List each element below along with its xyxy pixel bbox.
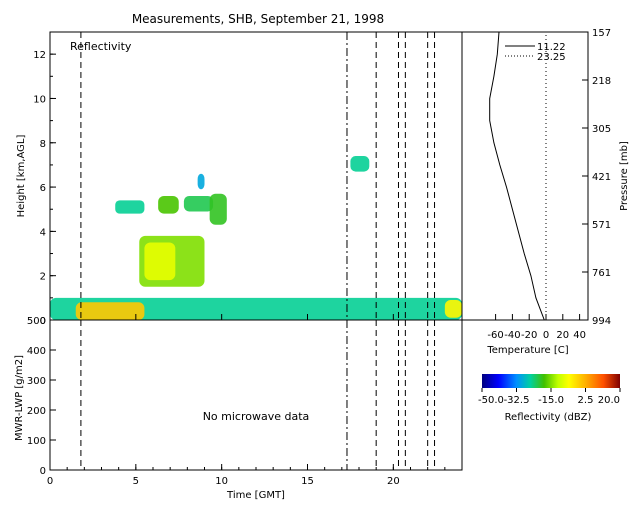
echo-region-9 — [350, 156, 370, 172]
lwp-tick-label-4: 400 — [27, 346, 46, 357]
temperature-tick-label-5: 40 — [573, 330, 586, 341]
lwp-axis: 0 100 200 300 400 500 — [27, 316, 56, 477]
pressure-axis-label: Pressure [mb] — [619, 141, 630, 211]
lwp-axis-label: MWR-LWP [g/m2] — [14, 355, 25, 441]
colorbar-tick-label-2: -15.0 — [538, 395, 564, 406]
time-axis: 0 5 10 15 20 — [47, 314, 463, 487]
legend-label-2: 23.25 — [537, 52, 566, 63]
colorbar-tick-label-3: 2.5 — [578, 395, 594, 406]
height-tick-label-4: 8 — [40, 139, 46, 150]
height-tick-label-5: 10 — [33, 94, 46, 105]
height-tick-label-2: 4 — [40, 227, 46, 238]
temperature-axis-label: Temperature [C] — [486, 345, 568, 356]
colorbar-gradient — [482, 374, 620, 388]
sounding-panel: 11.22 23.25 157 218 305 421 571 761 994 Pressu… — [461, 28, 630, 356]
echo-region-0 — [50, 297, 462, 320]
chart-title: Measurements, SHB, September 21, 1998 — [132, 12, 384, 26]
pressure-tick-label-5: 761 — [592, 268, 611, 279]
pressure-axis: 157 218 305 421 571 761 994 — [582, 28, 611, 327]
temperature-tick-label-3: 0 — [543, 330, 549, 341]
pressure-tick-label-4: 571 — [592, 220, 611, 231]
time-tick-label-2: 10 — [215, 476, 228, 487]
legend-label-1: 11.22 — [537, 42, 566, 53]
temperature-tick-label-4: 20 — [556, 330, 569, 341]
pressure-tick-label-2: 305 — [592, 124, 611, 135]
colorbar-tick-label-4: 20.0 — [598, 395, 620, 406]
reflectivity-echoes — [50, 156, 462, 320]
time-axis-label: Time [GMT] — [226, 490, 285, 501]
echo-region-6 — [183, 195, 214, 212]
temperature-tick-label-1: -40 — [504, 330, 520, 341]
time-tick-label-1: 5 — [133, 476, 139, 487]
time-tick-label-0: 0 — [47, 476, 53, 487]
echo-region-8 — [209, 193, 227, 225]
pressure-tick-label-3: 421 — [592, 172, 611, 183]
colorbar: -50.0 -32.5 -15.0 2.5 20.0 Reflectivity (dBZ… — [478, 374, 621, 423]
height-tick-label-0: 0 — [40, 316, 46, 327]
echo-region-10 — [444, 300, 462, 318]
sounding-legend: 11.22 23.25 — [505, 42, 566, 63]
height-tick-label-6: 12 — [33, 50, 46, 61]
lwp-tick-label-5: 500 — [27, 316, 46, 327]
panel-label: Reflectivity — [70, 40, 132, 53]
colorbar-tick-label-0: -50.0 — [478, 395, 504, 406]
height-tick-label-3: 6 — [40, 183, 46, 194]
pressure-tick-label-0: 157 — [592, 28, 611, 39]
temperature-tick-label-0: -60 — [487, 330, 503, 341]
lwp-panel: 0 100 200 300 400 500 0 5 10 15 20 No microwave d… — [14, 314, 463, 501]
pressure-tick-label-1: 218 — [592, 76, 611, 87]
temperature-profiles — [489, 31, 547, 321]
lwp-tick-label-3: 300 — [27, 376, 46, 387]
reference-lines — [80, 32, 436, 320]
colorbar-tick-label-1: -32.5 — [504, 395, 530, 406]
pressure-tick-label-6: 994 — [592, 316, 611, 327]
echo-region-1 — [75, 302, 145, 320]
height-axis: 0 2 4 6 8 10 12 — [33, 31, 56, 327]
temperature-profile-0 — [489, 31, 545, 321]
no-data-annotation: No microwave data — [203, 410, 310, 423]
colorbar-label: Reflectivity (dBZ) — [505, 412, 592, 423]
echo-region-4 — [115, 200, 145, 214]
height-axis-label: Height [km,AGL] — [16, 135, 27, 218]
lwp-tick-label-0: 0 — [40, 466, 46, 477]
lwp-tick-label-2: 200 — [27, 406, 46, 417]
temperature-axis: -60 -40 -20 0 20 40 — [487, 314, 586, 341]
echo-region-5 — [158, 195, 179, 214]
time-tick-label-4: 20 — [387, 476, 400, 487]
lwp-tick-label-1: 100 — [27, 436, 46, 447]
lwp-reference-lines — [80, 320, 436, 470]
colorbar-ticks: -50.0 -32.5 -15.0 2.5 20.0 — [478, 388, 621, 406]
echo-region-3 — [144, 242, 176, 281]
echo-region-7 — [197, 173, 205, 190]
time-tick-label-3: 15 — [301, 476, 314, 487]
height-tick-label-1: 2 — [40, 272, 46, 283]
temperature-tick-label-2: -20 — [521, 330, 537, 341]
